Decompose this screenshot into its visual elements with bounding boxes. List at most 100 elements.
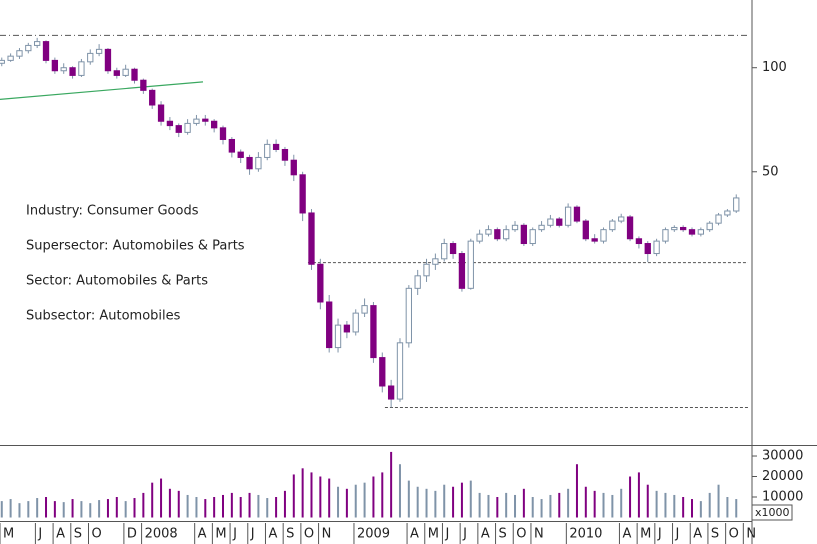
candle-body [104,48,112,72]
candle-body [95,48,103,54]
volume-bar [62,502,65,518]
candle-body [175,125,182,133]
candle-body [228,138,236,153]
candle-body [423,263,430,277]
volume-bar [230,492,233,518]
candle-body [609,220,616,231]
x-tick-label: M [640,527,651,542]
candle-body [237,151,244,158]
candle-body [564,206,572,226]
candle-body [78,61,85,76]
volume-bar [496,497,499,518]
volume-unit: x1000 [755,506,790,519]
candle-body [34,41,41,46]
volume-bar [213,497,216,518]
x-tick-label: D [127,527,137,542]
volume-bar [9,499,12,518]
volume-bar [460,482,463,518]
candle-body [193,118,200,124]
candle-body [352,312,359,333]
x-tick-label: S [74,527,82,542]
volume-bar [0,501,3,518]
candle-body [441,243,448,260]
x-tick-label: S [711,527,719,542]
volume-bar [434,490,437,518]
candle-body [547,218,554,226]
volume-bar [115,497,118,518]
volume-bar [514,494,517,518]
candle-body [458,253,466,289]
y-tick-label: 100 [762,60,787,75]
x-tick-label: 2010 [569,527,602,542]
candle-body [600,229,607,242]
volume-bar [53,501,56,518]
volume-bar [257,494,260,518]
candle-body [733,197,740,212]
volume-bar [186,494,189,518]
volume-bar [611,494,614,518]
annotation: Industry: Consumer Goods [26,204,199,219]
annotation: Sector: Automobiles & Parts [26,274,208,289]
volume-bar [522,488,525,518]
volume-bar [637,472,640,518]
volume-bar [416,486,419,518]
volume-bar [717,484,720,518]
candle-body [432,258,439,265]
volume-tick-label: 20000 [762,469,803,484]
candle-body [281,148,289,161]
volume-bar [275,497,278,518]
candle-body [653,240,660,255]
volume-bar [363,482,366,518]
candle-body [334,324,342,349]
volume-bar [558,492,561,518]
candle-body [290,159,297,176]
candle-body [635,238,643,245]
candle-body [387,385,395,400]
candle-body [69,67,76,76]
volume-bar [540,499,543,518]
annotation: Subsector: Automobiles [26,309,181,324]
x-tick-label: J [657,527,662,542]
x-tick-label: O [91,527,101,542]
candle-body [122,68,129,76]
volume-bar [319,476,322,518]
volume-bar [726,497,729,518]
x-tick-label: M [428,527,439,542]
x-tick-label: S [499,527,507,542]
candle-body [538,224,545,231]
candle-body [582,220,589,240]
candle-body [706,222,713,231]
volume-bar [699,501,702,518]
candle-body [503,229,510,240]
candle-body [264,143,271,158]
volume-bar [133,498,136,518]
volume-bar [204,499,207,518]
volume-bar [567,488,570,518]
candle-body [591,238,598,242]
candle-body [166,120,174,127]
x-tick-label: A [693,527,702,542]
volume-bar [735,499,738,518]
volume-bar [89,503,92,518]
candle-body [467,240,474,289]
candle-body [644,243,651,255]
x-tick-label: A [622,527,631,542]
candle-body [361,305,368,314]
x-tick-label: N [534,527,544,542]
y-tick-label: 50 [762,164,779,179]
volume-bar [708,492,711,518]
candle-body [202,118,209,122]
volume-bar [381,472,384,518]
candle-body [0,59,5,64]
volume-bar [18,503,21,518]
volume-bar [354,484,357,518]
volume-bar [487,494,490,518]
candle-body [449,243,457,255]
volume-bar [98,500,101,518]
candle-body [697,229,705,235]
candle-body [573,206,581,222]
volume-bar [425,488,428,518]
volume-bar [36,498,39,518]
x-tick-label: J [675,527,680,542]
